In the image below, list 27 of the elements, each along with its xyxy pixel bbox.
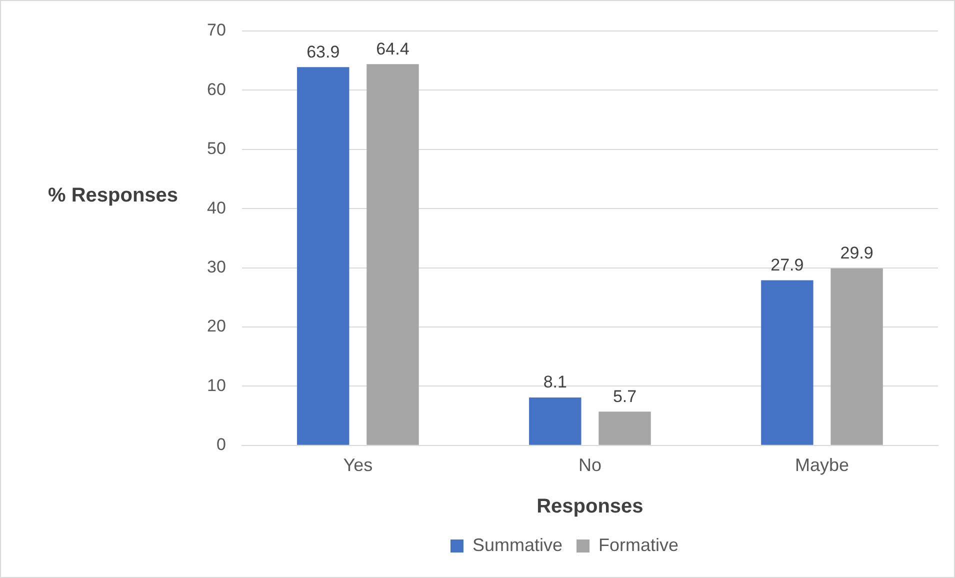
y-tick-label: 30 xyxy=(206,257,226,276)
bar xyxy=(761,280,814,445)
y-tick-label: 50 xyxy=(206,139,226,158)
bar xyxy=(297,67,350,445)
y-tick-label: 20 xyxy=(206,316,226,336)
y-tick-label: 0 xyxy=(216,435,226,454)
data-label: 63.9 xyxy=(306,42,340,62)
y-axis-title: % Responses xyxy=(48,184,178,207)
bar xyxy=(529,397,582,445)
x-tick-label: Maybe xyxy=(794,455,849,476)
y-tick-label: 10 xyxy=(206,376,226,395)
data-label: 29.9 xyxy=(840,244,874,263)
bar xyxy=(366,64,419,445)
legend-label: Summative xyxy=(472,534,563,555)
y-tick-label: 70 xyxy=(206,20,226,40)
y-tick-label: 40 xyxy=(206,198,226,218)
bar xyxy=(830,268,883,445)
data-label: 64.4 xyxy=(376,39,410,58)
y-tick-label: 60 xyxy=(206,80,226,99)
x-tick-label: Yes xyxy=(343,455,373,476)
x-axis-title: Responses xyxy=(536,496,644,518)
data-label: 5.7 xyxy=(612,386,637,406)
legend-label: Formative xyxy=(598,534,679,555)
data-label: 8.1 xyxy=(543,372,567,392)
x-tick-label: No xyxy=(578,455,602,476)
data-label: 27.9 xyxy=(770,255,804,274)
bar xyxy=(598,412,651,445)
